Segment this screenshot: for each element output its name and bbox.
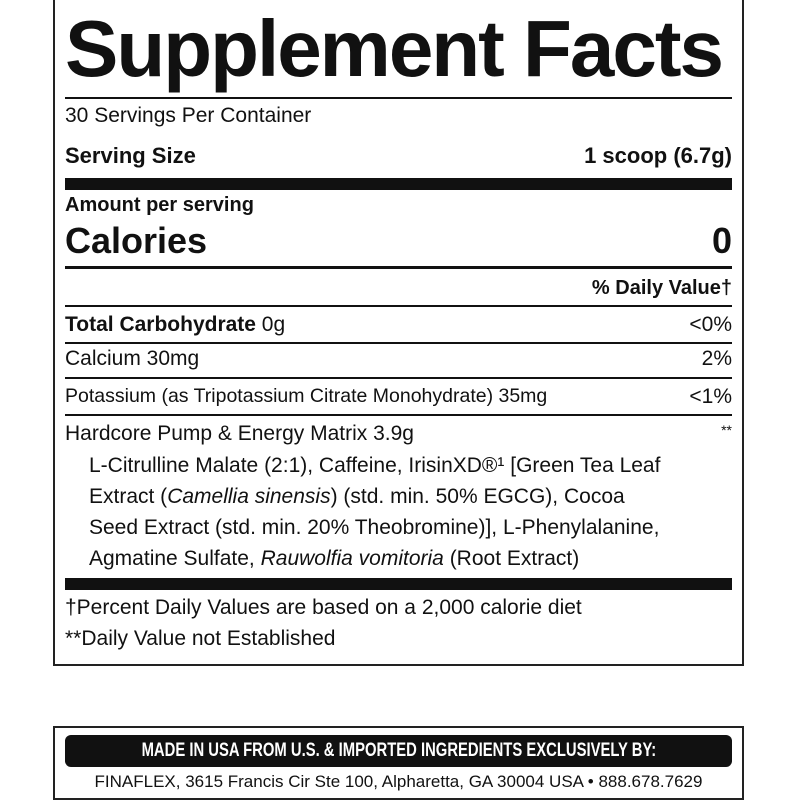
nutrient-dv: ** <box>721 422 732 438</box>
nutrient-dv: <0% <box>689 313 732 336</box>
divider <box>65 414 732 416</box>
footnote: †Percent Daily Values are based on a 2,0… <box>65 596 582 619</box>
divider <box>65 305 732 307</box>
thick-divider <box>65 578 732 590</box>
nutrient-name: Total Carbohydrate <box>65 313 256 336</box>
manufacturer-address: FINAFLEX, 3615 Francis Cir Ste 100, Alph… <box>94 772 703 791</box>
matrix-line: Agmatine Sulfate, Rauwolfia vomitoria (R… <box>89 547 579 571</box>
matrix-text: (Root Extract) <box>443 547 580 570</box>
serving-size-label: Serving Size <box>65 143 196 168</box>
nutrient-row: Potassium (as Tripotassium Citrate Monoh… <box>65 385 548 407</box>
divider <box>65 342 732 344</box>
daily-value-header: % Daily Value† <box>591 277 732 299</box>
matrix-line: Extract (Camellia sinensis) (std. min. 5… <box>89 485 625 509</box>
amount-per-serving: Amount per serving <box>65 194 254 216</box>
made-in-banner: MADE IN USA FROM U.S. & IMPORTED INGREDI… <box>65 735 732 767</box>
serving-size-value: 1 scoop (6.7g) <box>584 143 732 168</box>
manufacturer-box: MADE IN USA FROM U.S. & IMPORTED INGREDI… <box>53 726 744 800</box>
latin-name: Camellia sinensis <box>167 485 331 508</box>
divider <box>65 266 732 269</box>
nutrient-row: Calcium 30mg <box>65 347 200 370</box>
servings-per-container: 30 Servings Per Container <box>65 104 312 127</box>
calories-value: 0 <box>711 220 732 261</box>
latin-name: Rauwolfia vomitoria <box>260 547 444 570</box>
nutrient-dv: <1% <box>689 385 732 408</box>
made-in-text: MADE IN USA FROM U.S. & IMPORTED INGREDI… <box>141 740 656 761</box>
nutrient-amount: 0g <box>255 313 286 336</box>
matrix-text: L-Citrulline Malate (2:1), Caffeine, Iri… <box>89 454 661 477</box>
supplement-facts-panel: Supplement Facts 30 Servings Per Contain… <box>53 0 744 666</box>
panel-title: Supplement Facts <box>65 4 724 93</box>
divider <box>65 377 732 379</box>
divider <box>65 97 732 99</box>
nutrient-row: Hardcore Pump & Energy Matrix 3.9g <box>65 422 414 445</box>
matrix-text: Agmatine Sulfate, <box>89 547 261 570</box>
matrix-line: Seed Extract (std. min. 20% Theobromine)… <box>89 516 659 540</box>
matrix-text: Extract ( <box>89 485 168 508</box>
thick-divider <box>65 178 732 190</box>
calories-label: Calories <box>65 220 208 261</box>
nutrient-row: Total Carbohydrate 0g <box>65 313 285 337</box>
matrix-text: Seed Extract (std. min. 20% Theobromine)… <box>89 516 660 539</box>
matrix-line: L-Citrulline Malate (2:1), Caffeine, Iri… <box>89 454 660 478</box>
matrix-text: ) (std. min. 50% EGCG), Cocoa <box>330 485 625 508</box>
nutrient-dv: 2% <box>701 347 732 370</box>
footnote: **Daily Value not Established <box>65 627 336 650</box>
